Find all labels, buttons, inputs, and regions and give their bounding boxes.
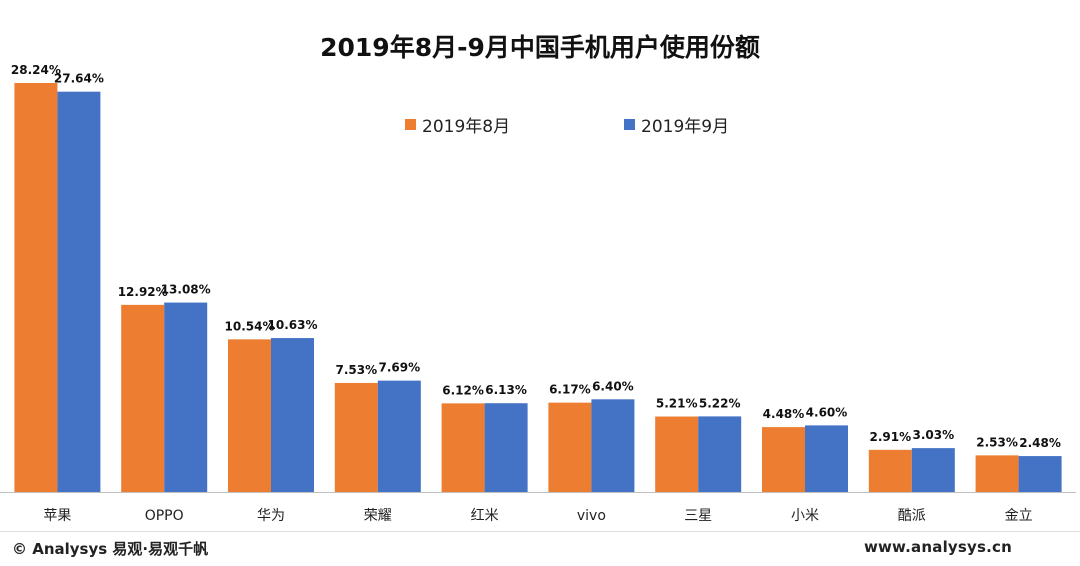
bar-aug <box>441 403 485 492</box>
bar-aug <box>228 339 271 492</box>
category-label: 酷派 <box>898 508 926 524</box>
legend-label-sep: 2019年9月 <box>641 117 730 137</box>
category-label: 三星 <box>684 508 712 524</box>
bar-sep <box>377 380 421 492</box>
footer-copyright: © Analysys 易观·易观千帆 <box>12 540 209 558</box>
data-label-sep: 5.22% <box>699 396 741 410</box>
bar-aug <box>548 402 592 492</box>
legend-label-aug: 2019年8月 <box>422 117 511 137</box>
bar-aug <box>14 83 58 492</box>
data-label-sep: 7.69% <box>378 361 420 375</box>
bar-sep <box>805 425 848 492</box>
data-label-sep: 27.64% <box>54 72 104 86</box>
data-label-sep: 2.48% <box>1019 436 1061 450</box>
legend: 2019年8月 2019年9月 <box>0 112 1080 137</box>
bar-sep <box>911 448 955 492</box>
data-label-sep: 6.13% <box>485 383 527 397</box>
category-label: 荣耀 <box>364 508 392 524</box>
category-label: 苹果 <box>43 508 71 524</box>
legend-item-aug: 2019年8月 <box>405 112 510 137</box>
footer-url: www.analysys.cn <box>863 538 1012 556</box>
chart-title: 2019年8月-9月中国手机用户使用份额 <box>320 33 760 62</box>
legend-swatch-sep <box>624 119 635 130</box>
data-label-sep: 3.03% <box>912 428 954 442</box>
bar-aug <box>655 416 699 492</box>
data-label-sep: 4.60% <box>806 405 848 419</box>
bar-sep <box>164 302 208 492</box>
bar-aug <box>975 455 1019 492</box>
bar-sep <box>484 403 528 492</box>
data-label-aug: 10.54% <box>225 319 275 333</box>
bar-sep <box>698 416 742 492</box>
bar-sep <box>1018 456 1062 492</box>
data-label-sep: 13.08% <box>161 283 211 297</box>
bar-aug <box>334 382 378 492</box>
bar-aug <box>868 449 912 492</box>
data-label-aug: 4.48% <box>763 407 805 421</box>
bar-sep <box>271 338 314 492</box>
category-label: 金立 <box>1005 508 1033 524</box>
data-label-aug: 6.12% <box>442 383 484 397</box>
data-label-aug: 5.21% <box>656 397 698 411</box>
bar-aug <box>762 427 805 492</box>
data-label-sep: 10.63% <box>268 318 318 332</box>
category-label: vivo <box>577 508 606 524</box>
category-label: OPPO <box>145 508 184 524</box>
data-label-sep: 6.40% <box>592 379 634 393</box>
bar-aug <box>121 304 165 492</box>
category-label: 华为 <box>257 508 285 524</box>
footer-divider <box>0 531 1080 532</box>
data-label-aug: 2.91% <box>869 430 911 444</box>
data-label-aug: 6.17% <box>549 383 591 397</box>
data-label-aug: 28.24% <box>11 63 61 77</box>
data-label-aug: 7.53% <box>335 363 377 377</box>
legend-swatch-aug <box>405 119 416 130</box>
bar-sep <box>591 399 635 492</box>
category-label: 红米 <box>471 508 499 524</box>
legend-item-sep: 2019年9月 <box>624 112 729 137</box>
bar-sep <box>57 91 101 492</box>
category-label: 小米 <box>791 508 819 524</box>
data-label-aug: 2.53% <box>976 435 1018 449</box>
data-label-aug: 12.92% <box>118 285 168 299</box>
